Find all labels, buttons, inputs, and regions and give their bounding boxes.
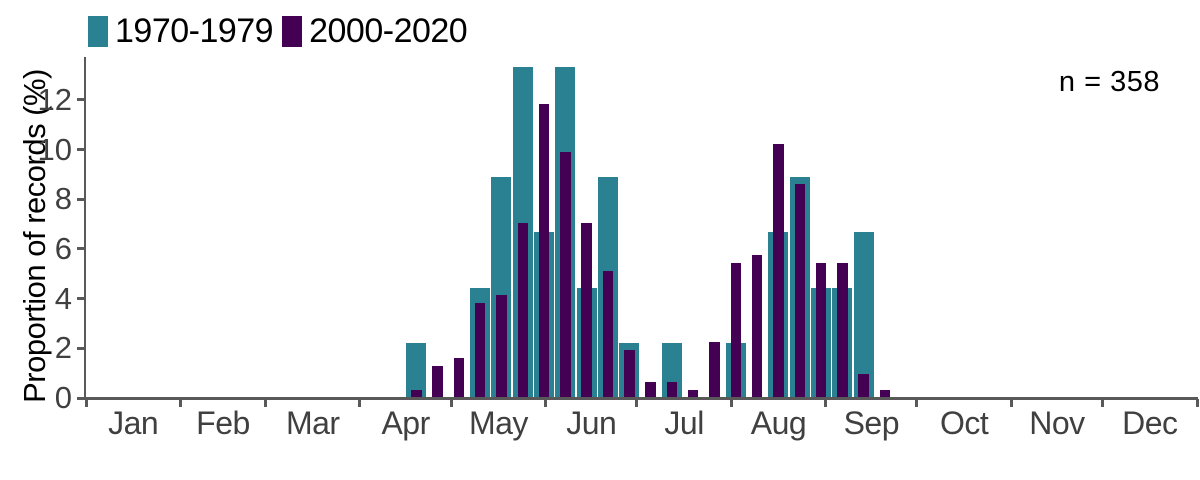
bar-2000-2020 (411, 390, 422, 398)
bar-2000-2020 (837, 263, 848, 398)
y-tick-mark (77, 98, 86, 102)
x-month-label: Dec (1122, 405, 1178, 441)
y-tick-label: 6 (54, 230, 72, 266)
bar-2000-2020 (815, 263, 827, 398)
legend-item: 2000-2020 (282, 12, 468, 50)
bar-2000-2020 (687, 390, 699, 398)
bar-2000-2020 (496, 294, 507, 398)
x-tick-mark (1009, 399, 1013, 407)
x-tick-mark (915, 399, 919, 407)
y-axis-line (84, 57, 86, 398)
x-tick-mark (84, 399, 88, 407)
y-tick-label: 0 (54, 380, 72, 415)
x-tick-mark (449, 399, 453, 407)
bar-2000-2020 (751, 255, 763, 398)
bar-2000-2020 (709, 342, 720, 398)
bar-2000-2020 (858, 374, 869, 398)
y-tick-mark (77, 247, 86, 251)
bar-2000-2020 (474, 302, 486, 398)
x-tick-mark (358, 399, 362, 407)
bar-2000-2020 (624, 350, 635, 398)
plot-area (86, 57, 1197, 398)
x-month-label: Mar (285, 405, 340, 441)
y-tick-label: 10 (37, 131, 72, 167)
bar-2000-2020 (453, 358, 465, 398)
bar-1970-1979 (406, 342, 427, 398)
x-tick-mark (264, 399, 268, 407)
y-tick-mark (77, 148, 86, 151)
legend-item: 1970-1979 (88, 12, 274, 50)
y-tick-mark (77, 396, 86, 400)
y-tick-label: 2 (54, 330, 72, 366)
legend-swatch (282, 15, 303, 47)
x-axis-line (84, 397, 1198, 400)
bar-2000-2020 (773, 144, 784, 398)
x-month-label: Aug (750, 405, 807, 441)
x-month-label: Jun (566, 405, 617, 441)
x-tick-mark (178, 399, 182, 407)
x-tick-mark (1195, 399, 1199, 407)
y-tick-label: 4 (54, 280, 72, 316)
x-tick-mark (729, 399, 733, 407)
y-tick-mark (77, 197, 86, 201)
bar-2000-2020 (432, 366, 443, 398)
bar-2000-2020 (645, 382, 656, 398)
bar-2000-2020 (602, 271, 614, 398)
x-tick-mark (544, 399, 548, 407)
legend-label: 2000-2020 (309, 12, 468, 50)
bar-2000-2020 (879, 390, 891, 398)
bar-2000-2020 (538, 104, 550, 398)
y-tick-label: 8 (54, 181, 72, 217)
bar-2000-2020 (666, 382, 678, 398)
legend-label: 1970-1979 (115, 12, 274, 50)
bar-2000-2020 (794, 183, 806, 398)
bar-2000-2020 (560, 152, 571, 398)
bar-2000-2020 (517, 223, 529, 398)
x-tick-mark (824, 399, 828, 407)
x-month-label: Apr (381, 405, 430, 441)
sample-size-label: n = 358 (1058, 66, 1160, 98)
x-month-label: Nov (1029, 405, 1085, 441)
x-month-label: May (468, 405, 528, 441)
x-month-label: Sep (843, 405, 900, 441)
legend: 1970-1979 2000-2020 (88, 12, 468, 50)
bar-2000-2020 (730, 263, 742, 398)
x-tick-mark (1101, 399, 1105, 407)
x-month-label: Oct (940, 405, 989, 441)
bar-2000-2020 (581, 223, 592, 398)
y-tick-mark (77, 346, 86, 350)
legend-swatch (88, 15, 108, 47)
x-month-label: Jul (664, 405, 704, 441)
bar-1970-1979 (853, 232, 874, 398)
x-month-label: Jan (108, 405, 159, 441)
y-tick-label: 12 (37, 81, 72, 117)
x-tick-mark (635, 399, 639, 407)
x-month-label: Feb (196, 405, 250, 441)
y-tick-mark (77, 297, 86, 301)
